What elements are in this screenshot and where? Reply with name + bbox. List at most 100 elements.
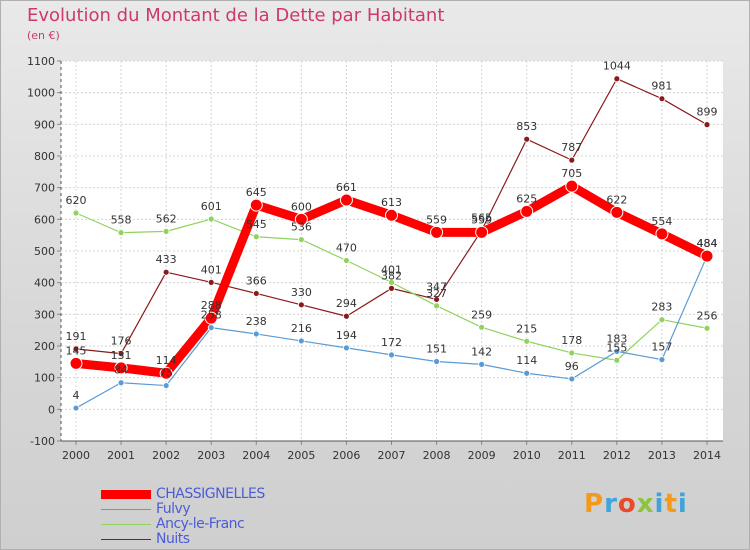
data-point-nuits (613, 75, 621, 83)
legend-swatch-fulvy (101, 509, 151, 510)
chart-title: Evolution du Montant de la Dette par Hab… (27, 5, 445, 26)
data-point-ancy-le-franc (117, 229, 125, 237)
data-point-ancy-le-franc (297, 236, 305, 244)
data-point-chassignelles (565, 179, 579, 193)
data-point-fulvy (523, 369, 531, 377)
data-point-ancy-le-franc (523, 337, 531, 345)
data-point-chassignelles (700, 249, 714, 263)
data-point-chassignelles (610, 205, 624, 219)
data-label-chassignelles: 625 (516, 192, 537, 205)
data-point-fulvy (343, 344, 350, 352)
data-point-chassignelles (294, 212, 308, 226)
data-label-ancy-le-franc: 620 (66, 194, 87, 207)
y-tick-label: 900 (34, 118, 55, 131)
data-point-ancy-le-franc (343, 257, 350, 264)
data-label-ancy-le-franc: 259 (471, 308, 492, 321)
data-point-nuits (117, 350, 125, 358)
data-point-ancy-le-franc (252, 233, 260, 241)
x-tick-label: 2007 (378, 449, 406, 462)
data-label-chassignelles: 484 (697, 237, 718, 250)
x-tick-label: 2014 (693, 449, 721, 462)
data-point-chassignelles (339, 193, 353, 207)
data-point-nuits (703, 121, 711, 129)
y-tick-label: 0 (48, 403, 55, 416)
data-label-ancy-le-franc: 401 (381, 263, 402, 276)
data-label-nuits: 176 (111, 335, 132, 348)
data-label-fulvy: 238 (246, 315, 267, 328)
data-point-fulvy (568, 375, 576, 383)
x-tick-label: 2013 (648, 449, 676, 462)
y-tick-label: -100 (30, 435, 55, 448)
data-point-fulvy (613, 347, 621, 355)
data-label-chassignelles: 559 (471, 213, 492, 226)
data-point-nuits (523, 135, 531, 143)
data-point-ancy-le-franc (388, 278, 395, 286)
data-point-chassignelles (655, 227, 669, 241)
data-label-ancy-le-franc: 256 (697, 309, 718, 322)
data-point-fulvy (297, 337, 305, 345)
legend-swatch-ancy-le-franc (101, 524, 151, 525)
data-label-chassignelles: 645 (246, 186, 267, 199)
data-label-fulvy: 216 (291, 322, 312, 335)
data-label-fulvy: 4 (73, 389, 80, 402)
y-tick-label: 800 (34, 150, 55, 163)
data-label-fulvy: 157 (651, 341, 672, 354)
x-tick-label: 2009 (468, 449, 496, 462)
proxiti-logo: Proxiti (584, 489, 688, 519)
data-label-ancy-le-franc: 283 (651, 301, 672, 314)
data-label-nuits: 1044 (603, 60, 631, 73)
data-label-fulvy: 151 (426, 343, 447, 356)
data-label-nuits: 366 (246, 274, 267, 287)
data-point-nuits (252, 290, 260, 297)
data-label-chassignelles: 705 (561, 167, 582, 180)
data-label-fulvy: 114 (516, 354, 537, 367)
x-tick-label: 2006 (332, 449, 360, 462)
x-tick-label: 2004 (242, 449, 270, 462)
data-label-nuits: 853 (516, 120, 537, 133)
data-label-nuits: 787 (561, 141, 582, 154)
data-label-chassignelles: 131 (111, 349, 132, 362)
data-label-nuits: 433 (156, 253, 177, 266)
x-tick-label: 2002 (152, 449, 180, 462)
data-point-nuits (162, 268, 170, 276)
y-tick-label: 300 (34, 308, 55, 321)
data-point-ancy-le-franc (433, 302, 440, 310)
data-point-fulvy (433, 358, 440, 365)
data-label-ancy-le-franc: 558 (111, 214, 132, 227)
data-point-ancy-le-franc (658, 316, 666, 324)
data-point-fulvy (388, 351, 395, 359)
data-label-nuits: 401 (201, 263, 222, 276)
data-label-ancy-le-franc: 562 (156, 212, 177, 225)
data-label-fulvy: 194 (336, 329, 357, 342)
data-point-ancy-le-franc (478, 323, 486, 331)
data-label-nuits: 382 (381, 269, 402, 282)
x-tick-label: 2005 (287, 449, 315, 462)
data-point-chassignelles (249, 198, 263, 212)
x-tick-label: 2008 (423, 449, 451, 462)
data-point-nuits (297, 301, 305, 309)
data-label-nuits: 191 (66, 330, 87, 343)
data-point-nuits (388, 284, 395, 292)
legend-swatch-nuits (101, 539, 151, 540)
data-point-fulvy (252, 330, 260, 338)
data-label-nuits: 330 (291, 286, 312, 299)
y-tick-label: 500 (34, 245, 55, 258)
data-label-chassignelles: 661 (336, 181, 357, 194)
data-point-chassignelles (114, 361, 128, 375)
data-label-chassignelles: 622 (606, 193, 627, 206)
data-label-ancy-le-franc: 327 (426, 287, 447, 300)
legend-label-chassignelles: CHASSIGNELLES (156, 486, 265, 502)
data-label-ancy-le-franc: 215 (516, 322, 537, 335)
data-point-ancy-le-franc (162, 227, 170, 235)
data-label-chassignelles: 288 (201, 299, 222, 312)
data-point-nuits (568, 156, 576, 164)
data-point-chassignelles (204, 311, 218, 325)
data-point-fulvy (162, 382, 170, 389)
data-point-fulvy (72, 404, 80, 412)
data-point-fulvy (207, 324, 215, 332)
data-label-ancy-le-franc: 470 (336, 242, 357, 255)
y-tick-label: 200 (34, 340, 55, 353)
legend-swatch-chassignelles (101, 490, 151, 499)
data-label-fulvy: 258 (201, 309, 222, 322)
